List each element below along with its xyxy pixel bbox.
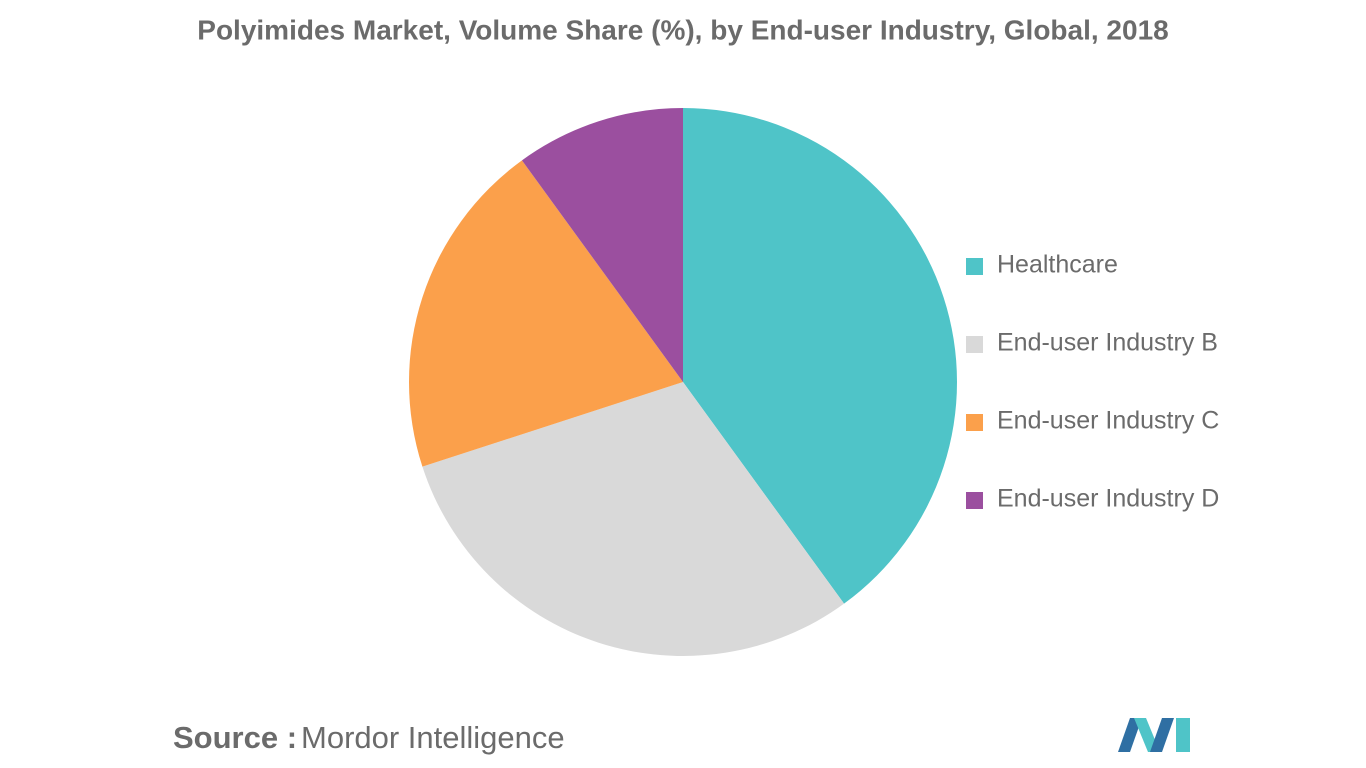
pie-slice [409,160,683,467]
pie-slice [521,108,683,382]
legend-label: End-user Industry D [997,485,1219,513]
legend-swatch [966,414,983,431]
chart-title: Polyimides Market, Volume Share (%), by … [197,14,1168,45]
pie-slice [422,382,845,656]
source-label: Source : [173,720,297,755]
legend-label: Healthcare [997,251,1118,279]
logo [1118,718,1190,752]
legend-label: End-user Industry B [997,329,1218,357]
legend-swatch [966,336,983,353]
source: Mordor Intelligence [301,720,565,755]
legend-swatch [966,492,983,509]
legend-swatch [966,258,983,275]
pie-slice [683,108,957,604]
legend-label: End-user Industry C [997,407,1219,435]
